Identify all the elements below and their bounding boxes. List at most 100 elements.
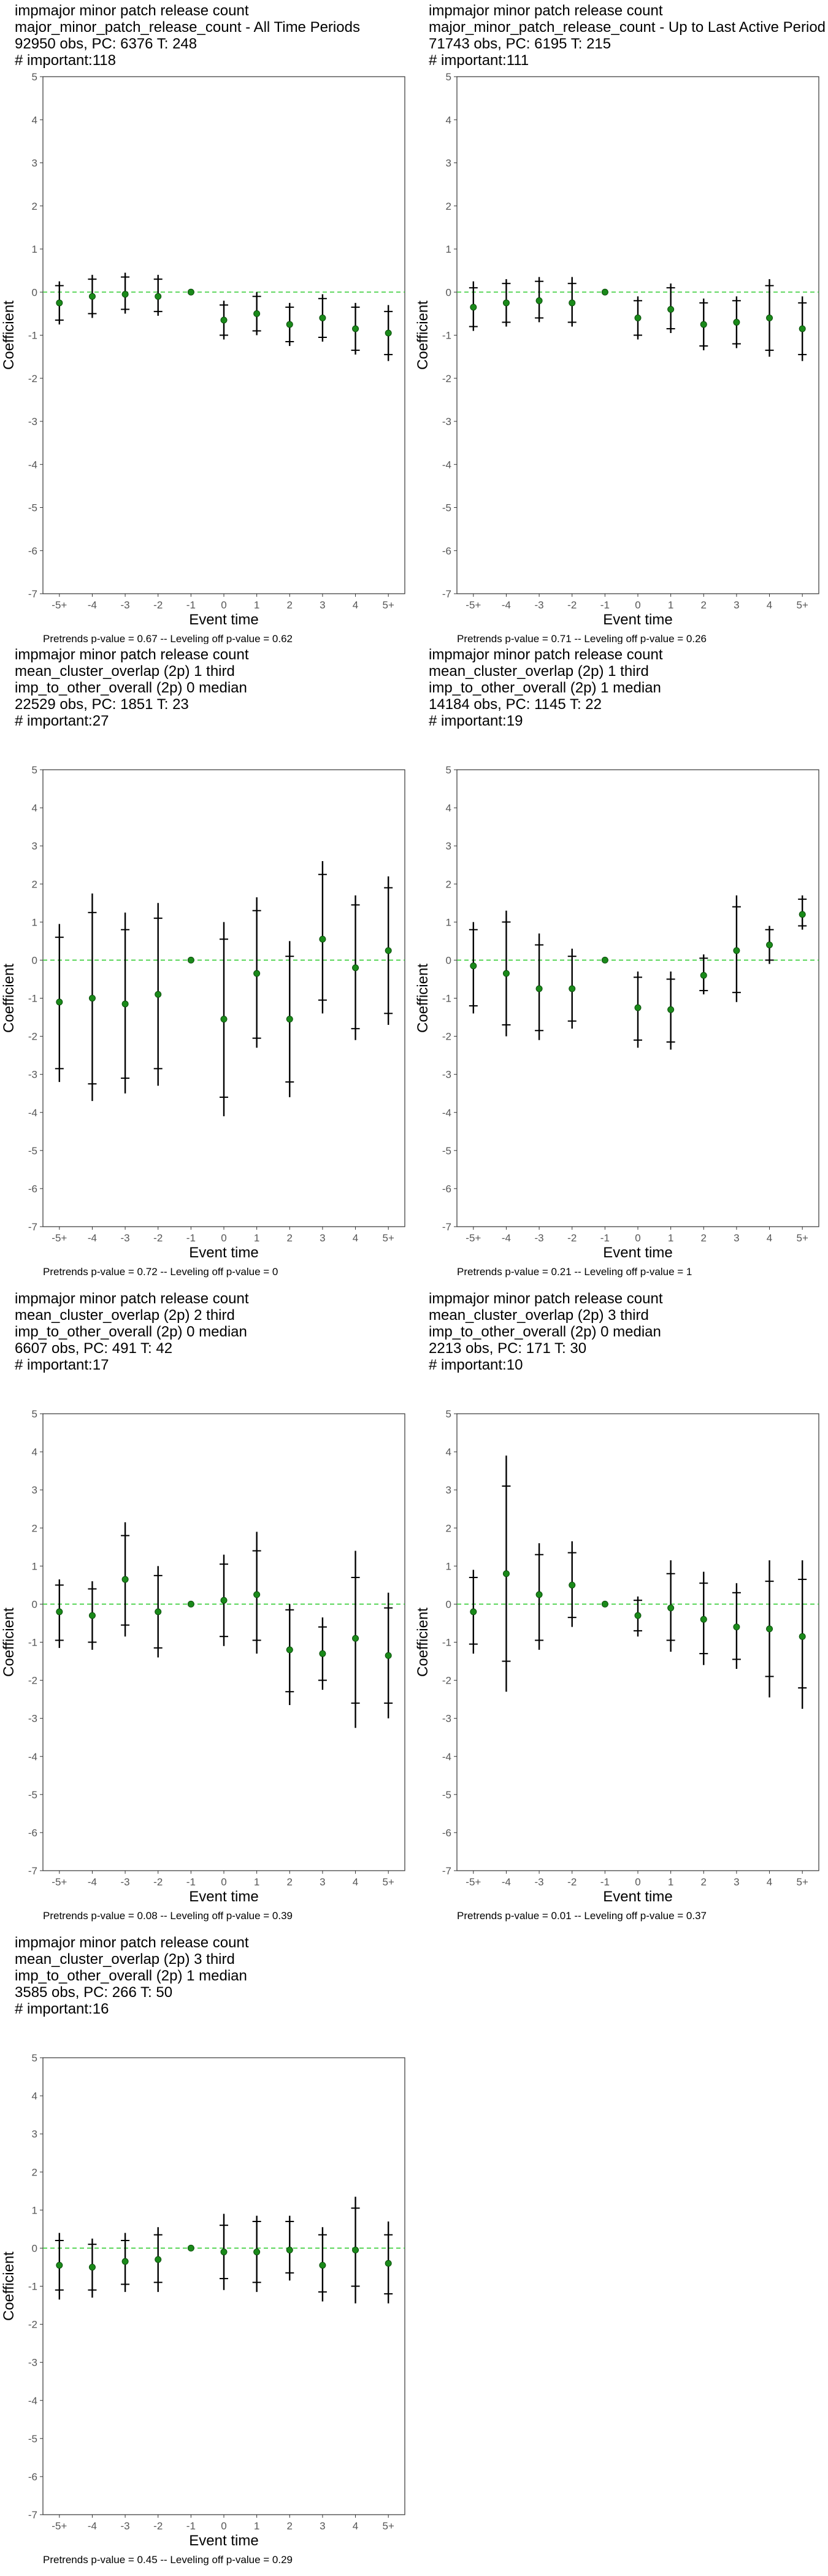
x-tick-label: 5+ (382, 1232, 394, 1244)
chart-title-line: impmajor minor patch release count (429, 646, 663, 663)
x-tick-label: 2 (287, 2520, 293, 2532)
y-tick-label: 3 (446, 1484, 451, 1496)
y-tick-label: -5 (28, 1789, 37, 1801)
x-tick-label: 4 (767, 1876, 772, 1888)
y-tick-label: -2 (442, 1031, 451, 1043)
coefficient-point (385, 2260, 392, 2267)
y-tick-label: 4 (446, 1446, 451, 1458)
y-tick-label: 1 (32, 243, 37, 255)
x-tick-label: 3 (320, 599, 325, 611)
y-tick-label: 4 (446, 114, 451, 126)
x-tick-label: -1 (186, 1876, 196, 1888)
y-tick-label: -6 (442, 545, 451, 557)
chart-title-line: # important:17 (15, 1357, 109, 1373)
x-tick-label: 0 (221, 599, 226, 611)
coefficient-point (220, 1597, 228, 1604)
coefficient-point (187, 1600, 194, 1608)
coefficient-point (799, 325, 806, 332)
y-tick-label: 1 (446, 1560, 451, 1572)
coefficient-point (634, 1612, 642, 1619)
y-tick-label: 3 (32, 158, 37, 169)
y-axis-label: Coefficient (415, 1608, 431, 1677)
p-value-footer: Pretrends p-value = 0.08 -- Leveling off… (43, 1910, 293, 1922)
y-tick-label: -2 (442, 1675, 451, 1687)
y-tick-label: 3 (446, 840, 451, 852)
y-tick-label: -7 (442, 1221, 451, 1233)
coefficient-point (667, 1604, 675, 1612)
chart-title: impmajor minor patch release count major_… (429, 2, 826, 69)
chart-title: impmajor minor patch release count mean_c… (15, 646, 249, 729)
coefficient-point (187, 288, 194, 296)
x-tick-label: 0 (221, 1876, 226, 1888)
x-tick-label: 2 (701, 599, 707, 611)
y-tick-label: -1 (442, 993, 451, 1005)
coefficient-point (121, 1576, 129, 1583)
y-tick-label: -2 (442, 373, 451, 385)
x-tick-label: -5+ (52, 1232, 67, 1244)
coefficient-point (569, 985, 576, 992)
coefficient-point (187, 2244, 194, 2252)
plot-area: 5 4 3 2 1 0 -1 -2 -3 -4 -5 -6 -7 -5+ -4 -3 -2 -1 0 1 2 3 4 5+ Ev… (1, 71, 405, 628)
y-tick-label: 5 (446, 764, 451, 776)
coefficient-point (121, 291, 129, 298)
coefficient-point (470, 1608, 477, 1616)
x-tick-label: 0 (221, 2520, 226, 2532)
y-tick-label: 5 (32, 1408, 37, 1420)
coefficient-point (88, 995, 96, 1002)
x-tick-label: -2 (153, 2520, 163, 2532)
coefficient-point (286, 1646, 293, 1654)
coefficient-point (88, 293, 96, 300)
y-tick-label: -3 (28, 1713, 37, 1725)
chart-title-line: 3585 obs, PC: 266 T: 50 (15, 1984, 173, 2001)
y-tick-label: -6 (28, 1183, 37, 1195)
coefficient-point (155, 991, 162, 998)
chart-title-line: impmajor minor patch release count (15, 1290, 249, 1307)
x-tick-label: -3 (535, 599, 544, 611)
x-tick-label: 1 (254, 1876, 259, 1888)
chart-title-line: impmajor minor patch release count (429, 2, 663, 19)
coefficient-point (253, 970, 261, 977)
coefficient-point (56, 2261, 63, 2269)
x-tick-label: -5+ (52, 2520, 67, 2532)
coefficient-point (319, 2261, 326, 2269)
y-tick-label: -3 (442, 1713, 451, 1725)
y-tick-label: -7 (28, 588, 37, 600)
coefficient-point (502, 970, 510, 977)
x-tick-label: -5+ (466, 1876, 481, 1888)
chart-title: impmajor minor patch release count major_… (15, 2, 360, 69)
y-tick-label: -3 (442, 416, 451, 427)
event-study-panel: impmajor minor patch release count mean_c… (0, 1288, 414, 1932)
x-tick-label: 3 (734, 1876, 739, 1888)
y-tick-label: -7 (28, 1865, 37, 1877)
coefficient-point (634, 1004, 642, 1011)
coefficient-point (352, 2247, 359, 2254)
coefficient-point (535, 1591, 543, 1598)
x-tick-label: -3 (121, 2520, 130, 2532)
p-value-footer: Pretrends p-value = 0.72 -- Leveling off… (43, 1266, 278, 1278)
x-tick-label: 4 (353, 2520, 358, 2532)
y-tick-label: -1 (28, 2281, 37, 2293)
x-tick-label: 1 (254, 1232, 259, 1244)
y-tick-label: 4 (32, 114, 37, 126)
x-tick-label: -3 (121, 1876, 130, 1888)
x-tick-label: 4 (353, 1876, 358, 1888)
chart-title-line: impmajor minor patch release count (429, 1290, 663, 1307)
coefficient-point (601, 1600, 608, 1608)
y-tick-label: -7 (28, 2509, 37, 2521)
y-axis-label: Coefficient (415, 301, 431, 370)
x-tick-label: -2 (153, 599, 163, 611)
coefficient-point (733, 318, 740, 326)
x-tick-label: -2 (567, 1876, 577, 1888)
x-tick-label: 2 (287, 1876, 293, 1888)
coefficient-point (535, 297, 543, 304)
chart-title-line: impmajor minor patch release count (15, 2, 249, 19)
x-tick-label: 0 (635, 599, 640, 611)
plot-area: 5 4 3 2 1 0 -1 -2 -3 -4 -5 -6 -7 -5+ -4 -3 -2 -1 0 1 2 3 4 5+ Ev… (1, 2052, 405, 2549)
x-tick-label: -1 (600, 1232, 610, 1244)
x-tick-label: -3 (121, 599, 130, 611)
x-tick-label: -4 (88, 1232, 97, 1244)
coefficient-point (502, 299, 510, 307)
chart-title-line: major_minor_patch_release_count - All Ti… (15, 19, 360, 36)
y-tick-label: 0 (446, 286, 451, 298)
coefficient-point (502, 1570, 510, 1577)
